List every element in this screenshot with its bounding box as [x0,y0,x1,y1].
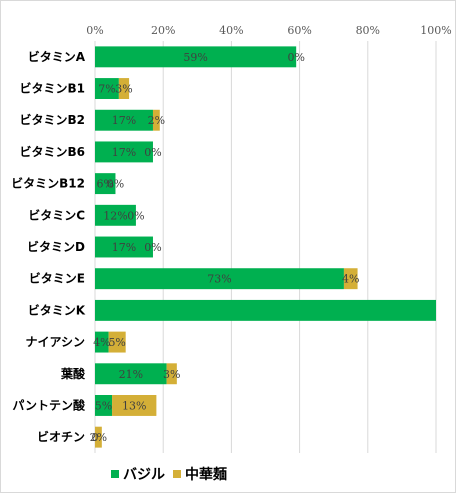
bar-noodle [108,331,126,353]
data-label: 2% [148,114,165,127]
x-tick-label: 0% [86,24,103,37]
bar-basil [95,236,153,258]
category-label: ビタミンE [29,271,85,286]
data-label: 59% [183,51,207,64]
category-label: ナイアシン [25,335,85,349]
bar-basil [95,204,136,226]
data-label: 4% [342,273,359,286]
data-label: 13% [122,399,146,412]
data-label: 0 [92,431,99,444]
data-label: 5% [95,399,112,412]
gridlines [94,41,437,453]
x-tick-label: 20% [151,24,175,37]
bar-basil [95,268,344,290]
data-label: 17% [112,114,136,127]
data-label: 2% [90,431,107,444]
data-label: 21% [119,368,143,381]
data-label: 0% [144,241,161,254]
category-label: パントテン酸 [12,397,86,412]
legend-swatch [173,470,181,478]
category-label: ビタミンA [28,49,86,64]
category-labels: ビタミンA ビタミンB1 ビタミンB2 ビタミンB6 ビタミンB12 ビタミンC ビタミンD… [11,49,86,444]
bar-basil [95,363,167,385]
bar-basil [95,109,153,131]
data-label: 4% [93,336,110,349]
data-label: 7% [98,83,115,96]
bar-basil [95,395,113,416]
category-label: ビタミンK [28,302,86,317]
data-label: 5% [108,336,125,349]
data-label: 73% [207,273,231,286]
data-label: 3% [163,368,180,381]
x-tick-label: 40% [219,24,243,37]
bar-noodle [118,78,130,99]
bar-basil [95,173,116,195]
bar-noodle [152,109,160,131]
bar-noodle [343,268,358,290]
x-tick-label: 80% [356,24,380,37]
x-tick-label: 100% [420,24,451,37]
x-tick-label: 60% [287,24,311,37]
category-label: ビタミンB1 [20,81,86,96]
category-label: ビタミンC [28,207,85,222]
bar-basil [95,141,153,163]
bar-noodle [112,395,157,416]
x-axis-ticks: 0% 20% 40% 60% 80% 100% [86,24,451,37]
category-label: ビタミンB2 [20,112,86,127]
category-label: ビタミンD [27,239,85,254]
data-label: 3% [115,83,132,96]
category-label: ビタミンB12 [11,176,85,191]
category-label: 葉酸 [60,366,86,381]
legend-swatch [111,470,119,478]
category-label: ビタミンB6 [20,144,86,159]
data-label: 17% [112,146,136,159]
legend-label: バジル [123,467,165,483]
category-label: ビオチン [37,429,85,444]
data-label: 17% [112,241,136,254]
data-label: 12% [103,209,127,222]
legend: バジル 中華麺 [111,466,227,483]
bars [95,46,436,448]
bar-basil [95,46,297,68]
bar-basil [95,78,119,99]
data-labels: 59% 0%7% 3%17% 2%17% 0%6%0%12% 0%17% 0%73% 4%4%… [90,51,360,444]
data-label: 0% [287,51,304,64]
data-label: 0% [107,178,124,191]
legend-label: 中華麺 [185,466,227,483]
data-label: 0% [127,209,144,222]
bar-basil [95,331,109,353]
data-label: 6% [97,178,114,191]
bar-basil [95,299,436,321]
data-label: 0% [144,146,161,159]
bar-noodle [166,363,177,385]
bar-noodle [95,426,102,448]
